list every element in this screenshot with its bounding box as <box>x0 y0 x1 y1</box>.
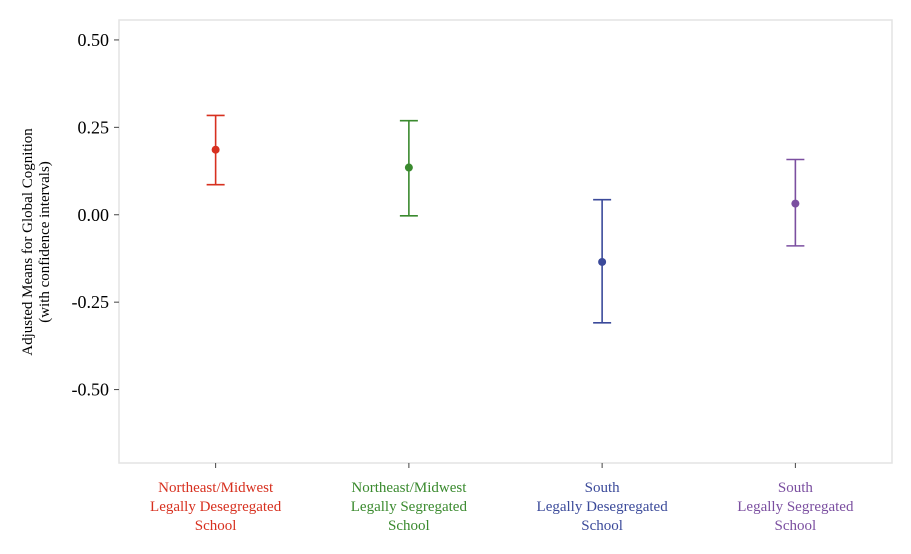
x-tick-label: Legally Segregated <box>351 499 468 515</box>
x-tick-label: South <box>585 480 621 496</box>
x-tick-label: Legally Desegregated <box>150 499 282 515</box>
x-tick-label: School <box>388 518 430 534</box>
x-tick-label: Legally Desegregated <box>537 499 669 515</box>
mean-point <box>598 257 607 266</box>
mean-point <box>211 145 220 154</box>
error-bar-group <box>786 158 805 247</box>
error-bar-group <box>593 198 612 324</box>
data-marks <box>206 114 805 324</box>
x-tick-label: Legally Segregated <box>737 499 854 515</box>
y-axis: 0.50 0.25 0.00 -0.25 -0.50 <box>72 30 119 400</box>
y-tick-label: -0.25 <box>72 292 110 312</box>
y-tick-label: 0.25 <box>78 117 110 137</box>
mean-point <box>791 199 800 208</box>
x-tick-label: Northeast/Midwest <box>351 480 467 496</box>
x-axis: Northeast/Midwest Legally Desegregated Sch… <box>150 463 854 534</box>
plot-area <box>118 19 893 464</box>
x-tick-label: South <box>778 480 814 496</box>
y-axis-label: Adjusted Means for Global Cognition <box>20 128 36 356</box>
y-tick-label: 0.50 <box>78 30 110 50</box>
error-bar-group <box>206 114 225 186</box>
y-tick-label: 0.00 <box>78 205 110 225</box>
x-tick-label: School <box>195 518 237 534</box>
mean-point <box>404 163 413 172</box>
error-bar-group <box>399 119 418 217</box>
x-tick-label: Northeast/Midwest <box>158 480 274 496</box>
x-tick-label: School <box>775 518 817 534</box>
y-axis-sublabel: (with confidence intervals) <box>37 161 53 323</box>
y-tick-label: -0.50 <box>72 380 110 400</box>
x-tick-label: School <box>581 518 623 534</box>
